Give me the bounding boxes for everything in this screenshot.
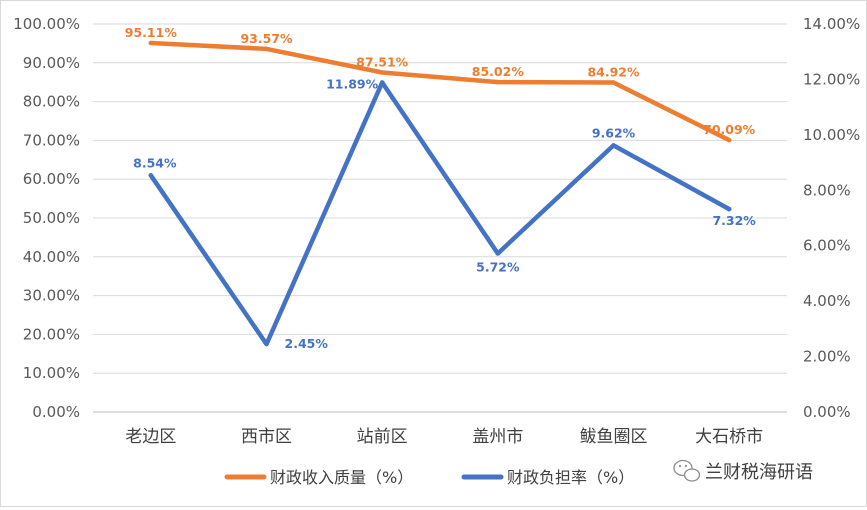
data-point[interactable]	[611, 80, 616, 85]
data-label: 9.62%	[592, 125, 636, 140]
right-tick-label: 4.00%	[803, 292, 851, 310]
data-label: 11.89%	[326, 76, 379, 91]
series-lines	[148, 40, 732, 347]
x-tick-label: 站前区	[357, 427, 408, 447]
left-tick-label: 60.00%	[23, 170, 80, 188]
right-tick-label: 14.00%	[803, 15, 860, 33]
x-tick-label: 西市区	[241, 427, 292, 447]
left-tick-label: 10.00%	[23, 364, 80, 382]
data-label: 95.11%	[125, 25, 178, 40]
left-tick-label: 100.00%	[13, 15, 80, 33]
legend: 财政收入质量（%） 财政负担率（%）	[224, 468, 634, 487]
data-point[interactable]	[495, 251, 501, 256]
legend-item-revenue-quality[interactable]: 财政收入质量（%）	[224, 468, 413, 487]
left-tick-label: 40.00%	[23, 248, 80, 266]
data-label: 85.02%	[472, 64, 525, 79]
x-tick-label: 大石桥市	[695, 427, 763, 447]
data-label: 93.57%	[240, 31, 293, 46]
series-line-1[interactable]	[148, 80, 732, 347]
left-y-axis: 0.00% 10.00% 20.00% 30.00% 40.00% 50.00% 60.00…	[13, 15, 80, 421]
left-tick-label: 80.00%	[23, 93, 80, 111]
data-labels: 95.11% 93.57% 87.51% 85.02% 84.92% 70.09% 8.54…	[125, 25, 757, 351]
data-point[interactable]	[264, 46, 269, 52]
data-point[interactable]	[264, 341, 269, 347]
series-line-0[interactable]	[148, 40, 732, 143]
data-point[interactable]	[495, 79, 501, 85]
data-point[interactable]	[726, 137, 732, 143]
data-point[interactable]	[148, 173, 154, 178]
right-tick-label: 10.00%	[803, 126, 860, 144]
legend-label-fiscal-burden: 财政负担率（%）	[507, 468, 634, 487]
data-label: 2.45%	[285, 336, 329, 351]
right-tick-label: 8.00%	[803, 181, 851, 199]
data-point[interactable]	[726, 206, 732, 212]
left-tick-label: 30.00%	[23, 287, 80, 305]
data-label: 70.09%	[703, 122, 756, 137]
x-tick-label: 盖州市	[472, 427, 523, 447]
wechat-icon	[673, 459, 701, 482]
watermark: 兰财税海研语	[673, 459, 813, 483]
data-point[interactable]	[148, 40, 154, 46]
data-label: 7.32%	[712, 213, 756, 228]
data-label: 84.92%	[587, 65, 640, 80]
x-axis: 老边区 西市区 站前区 盖州市 鲅鱼圈区 大石桥市	[125, 427, 763, 447]
right-tick-label: 0.00%	[803, 403, 851, 421]
data-point[interactable]	[379, 70, 385, 75]
right-tick-label: 6.00%	[803, 237, 851, 255]
right-tick-label: 2.00%	[803, 348, 851, 366]
data-label: 5.72%	[476, 259, 520, 274]
legend-label-revenue-quality: 财政收入质量（%）	[270, 468, 413, 487]
data-label: 87.51%	[356, 54, 409, 69]
data-point[interactable]	[611, 143, 616, 148]
left-tick-label: 20.00%	[23, 325, 80, 343]
left-tick-label: 90.00%	[23, 54, 80, 72]
x-tick-label: 老边区	[125, 427, 176, 447]
data-label: 8.54%	[133, 155, 177, 170]
left-tick-label: 70.00%	[23, 131, 80, 149]
left-tick-label: 0.00%	[32, 403, 80, 421]
watermark-text: 兰财税海研语	[705, 462, 813, 483]
legend-item-fiscal-burden[interactable]: 财政负担率（%）	[461, 468, 634, 487]
right-tick-label: 12.00%	[803, 70, 860, 88]
left-tick-label: 50.00%	[23, 209, 80, 227]
data-point[interactable]	[379, 80, 385, 85]
right-y-axis: 0.00% 2.00% 4.00% 6.00% 8.00% 10.00% 12.00% 14.…	[803, 15, 860, 421]
x-tick-label: 鲅鱼圈区	[580, 427, 648, 447]
gridlines	[93, 23, 787, 413]
